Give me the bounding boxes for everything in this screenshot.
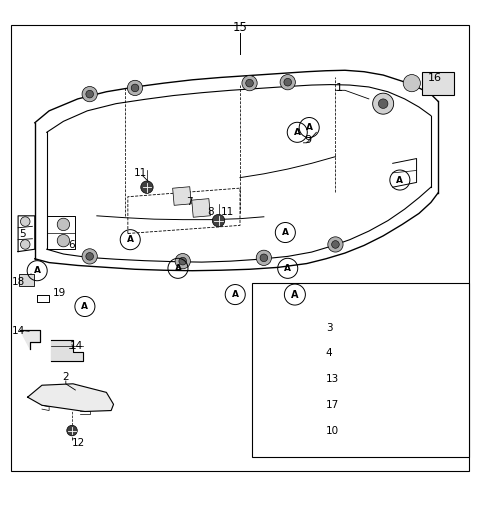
Text: A: A <box>282 228 289 237</box>
Circle shape <box>372 93 394 114</box>
Text: 5: 5 <box>20 229 26 239</box>
Circle shape <box>242 76 257 91</box>
Circle shape <box>131 84 139 92</box>
Text: 14: 14 <box>70 341 83 351</box>
Bar <box>252 282 469 457</box>
Circle shape <box>284 78 291 86</box>
Text: A: A <box>127 235 134 244</box>
Text: 13: 13 <box>326 374 339 384</box>
Circle shape <box>82 86 97 102</box>
Text: A: A <box>284 264 291 273</box>
Text: A: A <box>34 266 41 275</box>
Circle shape <box>403 75 420 92</box>
FancyBboxPatch shape <box>19 274 34 286</box>
Text: 1: 1 <box>336 83 342 93</box>
Text: 8: 8 <box>207 207 214 217</box>
Circle shape <box>246 79 253 87</box>
Circle shape <box>175 253 191 269</box>
Circle shape <box>179 258 187 265</box>
Text: 9: 9 <box>304 136 312 145</box>
Circle shape <box>378 99 388 108</box>
Polygon shape <box>21 330 39 350</box>
Text: A: A <box>306 123 312 132</box>
Circle shape <box>82 249 97 264</box>
Text: 7: 7 <box>187 198 193 207</box>
Circle shape <box>287 371 302 387</box>
Text: A: A <box>174 264 181 273</box>
Text: 11: 11 <box>134 168 147 178</box>
Circle shape <box>256 250 272 266</box>
Circle shape <box>67 425 77 436</box>
Circle shape <box>21 240 30 249</box>
Text: 11: 11 <box>221 207 234 217</box>
Text: 14: 14 <box>12 326 25 336</box>
Text: 18: 18 <box>12 277 25 287</box>
Text: 16: 16 <box>428 73 442 83</box>
Text: A: A <box>232 290 239 299</box>
Text: 2: 2 <box>62 372 69 382</box>
Circle shape <box>86 252 94 260</box>
Circle shape <box>328 237 343 252</box>
Circle shape <box>212 214 225 227</box>
Text: A: A <box>291 290 299 300</box>
Text: 10: 10 <box>326 426 339 435</box>
Circle shape <box>86 90 94 98</box>
Circle shape <box>127 80 143 96</box>
Polygon shape <box>51 340 83 361</box>
Text: 4: 4 <box>326 348 333 358</box>
Text: 17: 17 <box>326 400 339 410</box>
Bar <box>173 187 191 205</box>
Text: 19: 19 <box>53 288 66 298</box>
Circle shape <box>260 254 268 262</box>
Text: A: A <box>294 128 301 137</box>
Circle shape <box>21 217 30 227</box>
Polygon shape <box>28 384 114 411</box>
Circle shape <box>286 422 303 439</box>
Text: 3: 3 <box>326 323 333 333</box>
Text: A: A <box>82 302 88 311</box>
Text: A: A <box>396 176 403 184</box>
FancyBboxPatch shape <box>422 72 454 95</box>
Text: 12: 12 <box>72 438 85 449</box>
Circle shape <box>141 181 153 194</box>
Text: 6: 6 <box>68 240 75 250</box>
Circle shape <box>332 241 339 248</box>
Circle shape <box>57 234 70 247</box>
Circle shape <box>57 218 70 231</box>
Circle shape <box>280 75 295 90</box>
Text: 15: 15 <box>233 21 247 34</box>
Bar <box>192 199 210 217</box>
